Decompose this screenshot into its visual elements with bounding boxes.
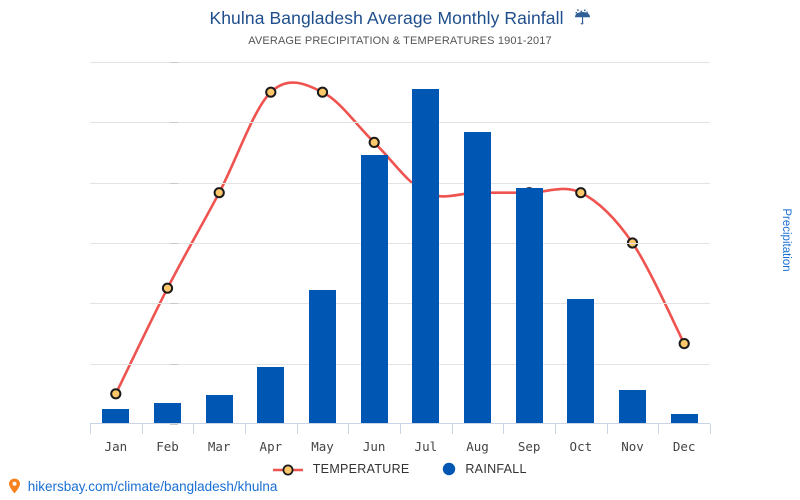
x-axis-tick-mark — [451, 424, 453, 434]
gridline — [90, 122, 710, 124]
temperature-marker[interactable]: Nov: 30 °C — [626, 237, 639, 249]
gridline — [90, 303, 710, 305]
x-axis-tick-label: Dec — [672, 439, 696, 454]
left-axis-label: TEMPERATURE — [0, 207, 1, 294]
gridline — [90, 62, 710, 63]
x-axis-tick-label: May — [311, 439, 334, 454]
temperature-line — [114, 81, 686, 396]
x-axis-tick-mark — [658, 424, 660, 434]
x-axis-tick-label: Aug — [466, 439, 489, 454]
chart-title-text: Khulna Bangladesh Average Monthly Rainfa… — [209, 8, 564, 28]
x-axis-tick-label: Oct — [569, 439, 593, 454]
temperature-marker[interactable]: May: 33 °C — [316, 86, 329, 98]
right-axis-label: Precipitation — [780, 208, 792, 272]
bar[interactable] — [464, 132, 491, 423]
x-axis-tick-mark — [503, 424, 505, 434]
temperature-marker[interactable]: Jan: 27 °C — [110, 388, 122, 400]
filled-circle-icon — [442, 462, 456, 479]
x-axis-tick-label: Mar — [207, 439, 231, 454]
left-axis-tick-mark — [170, 363, 178, 365]
chart-title: Khulna Bangladesh Average Monthly Rainfa… — [0, 8, 800, 31]
map-pin-icon — [8, 478, 21, 497]
temperature-marker[interactable]: Jun: 32 °C — [368, 136, 380, 149]
bar[interactable] — [567, 299, 595, 423]
left-axis-tick-mark — [170, 424, 178, 425]
gridline — [90, 363, 710, 365]
x-axis-tick-mark — [245, 424, 246, 434]
bar[interactable] — [309, 290, 336, 423]
left-axis-tick-mark — [170, 243, 178, 244]
legend-label-rainfall: RAINFALL — [465, 462, 527, 476]
temperature-marker[interactable]: Mar: 31 °C — [213, 187, 225, 199]
x-axis-tick-label: Jul — [414, 439, 438, 454]
bar[interactable] — [670, 413, 698, 423]
line-marker-icon — [273, 464, 304, 479]
x-axis-tick-mark — [555, 424, 556, 434]
bar[interactable] — [205, 394, 233, 423]
temperature-marker[interactable]: Oct: 31 °C — [575, 187, 587, 199]
left-axis-tick-mark — [170, 62, 178, 63]
x-axis-tick-label: Sep — [517, 439, 541, 454]
x-axis-tick-mark — [296, 424, 298, 434]
source-link[interactable]: hikersbay.com/climate/bangladesh/khulna — [8, 478, 277, 497]
temperature-marker[interactable]: Apr: 33 °C — [265, 86, 277, 98]
x-axis-tick-label: Feb — [156, 439, 179, 454]
x-axis-tick-label: Jan — [104, 439, 128, 454]
x-axis-line — [90, 423, 710, 424]
x-axis-tick-mark — [400, 424, 401, 434]
x-axis-tick-label: Apr — [259, 439, 283, 454]
source-link-text: hikersbay.com/climate/bangladesh/khulna — [27, 479, 278, 494]
x-axis-tick-mark — [348, 424, 350, 434]
bar[interactable] — [154, 402, 181, 423]
x-axis-tick-mark — [710, 424, 711, 434]
bar[interactable] — [412, 89, 440, 423]
x-axis-tick-label: Nov — [621, 439, 644, 454]
bar[interactable] — [102, 408, 130, 423]
legend-item-rainfall[interactable]: RAINFALL — [442, 462, 527, 479]
legend-label-temperature: TEMPERATURE — [312, 462, 410, 476]
bar[interactable] — [515, 187, 543, 423]
bar[interactable] — [257, 366, 285, 423]
bar[interactable] — [619, 389, 646, 423]
temperature-marker[interactable]: Dec: 28 °C — [678, 338, 690, 350]
gridline — [90, 243, 710, 244]
x-axis-tick-label: Jun — [362, 439, 386, 454]
left-axis-tick-mark — [170, 182, 178, 184]
x-axis-tick-mark — [90, 424, 91, 434]
x-axis-tick-mark — [141, 424, 143, 434]
x-axis-tick-mark — [193, 424, 195, 434]
chart-subtitle: AVERAGE PRECIPITATION & TEMPERATURES 190… — [248, 35, 552, 47]
left-axis-tick-mark — [170, 122, 178, 124]
chart-legend: TEMPERATURE RAINFALL — [0, 462, 800, 479]
umbrella-rain-icon — [574, 9, 591, 31]
bar[interactable] — [360, 154, 388, 423]
plot-area: Jan: 27 °C Feb: 29.1 °C Mar: 31 °C Apr: 33 … — [90, 62, 711, 454]
x-axis-tick-mark — [606, 424, 608, 434]
legend-item-temperature[interactable]: TEMPERATURE — [273, 462, 409, 479]
gridline — [90, 182, 710, 184]
temperature-marker[interactable]: Feb: 29.1 °C — [161, 282, 174, 294]
left-axis-tick-mark — [170, 303, 178, 305]
